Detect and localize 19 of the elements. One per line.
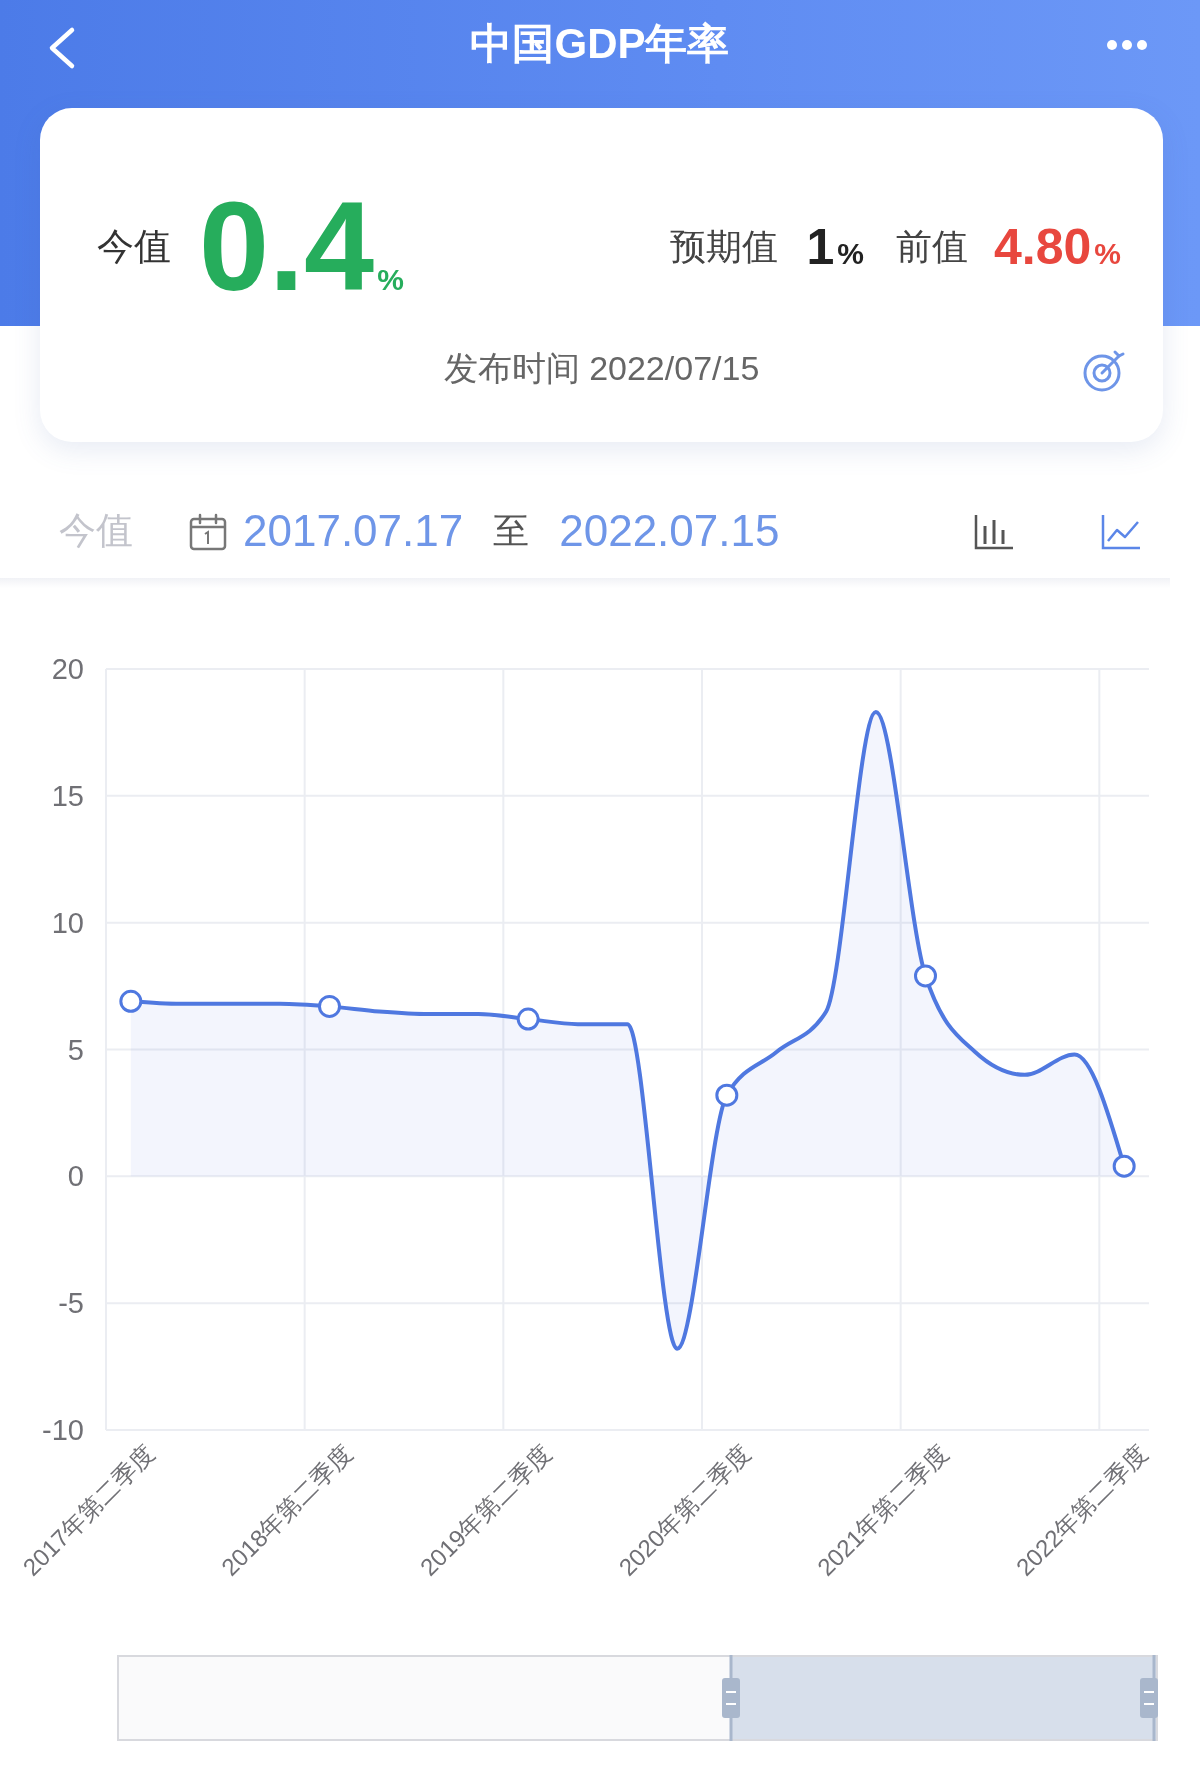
text: 前值 bbox=[895, 224, 968, 269]
chart-title: 中国GDP年率 bbox=[469, 19, 731, 69]
y-tick-label: 10 bbox=[51, 906, 84, 939]
text: 1% bbox=[806, 219, 864, 275]
text: 0.4% bbox=[199, 176, 404, 317]
text: 今值 bbox=[59, 509, 133, 553]
y-tick-label: 0 bbox=[67, 1160, 84, 1193]
text: 2022.07.15 bbox=[559, 506, 780, 556]
y-tick-label: -5 bbox=[58, 1287, 84, 1320]
text: 至 bbox=[493, 508, 530, 553]
text: 2017.07.17 bbox=[243, 506, 464, 556]
text: 4.80% bbox=[993, 219, 1121, 275]
text: 预期值 bbox=[670, 224, 779, 269]
chart-subtitle: 发布时间 2022/07/15 bbox=[442, 348, 761, 389]
y-tick-label: 5 bbox=[67, 1033, 84, 1066]
y-tick-label: 20 bbox=[51, 653, 84, 685]
y-tick-label: -10 bbox=[42, 1414, 84, 1446]
text: 今值 bbox=[97, 225, 171, 269]
y-tick-label: 15 bbox=[51, 779, 84, 812]
